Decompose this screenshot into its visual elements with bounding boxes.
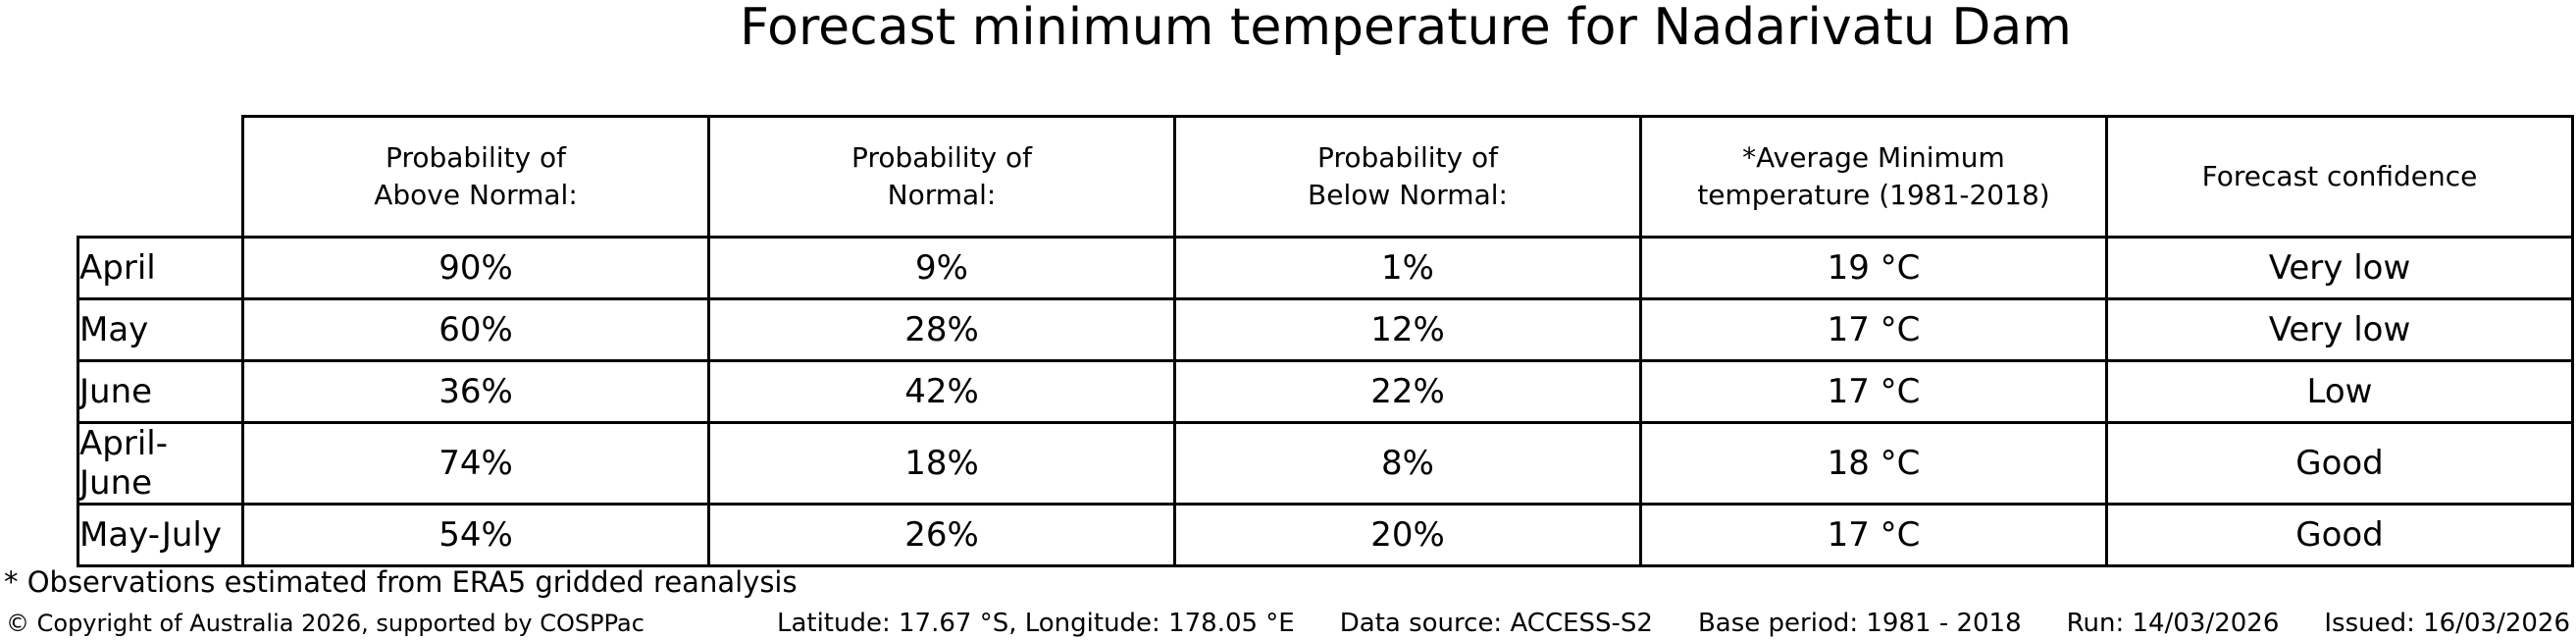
cell-below-normal: 1% bbox=[1173, 236, 1642, 300]
cell-avg-temp: 19 °C bbox=[1639, 236, 2108, 300]
row-label: April-June bbox=[77, 421, 244, 506]
row-label: May bbox=[77, 297, 244, 362]
table-row-june: June 36% 42% 22% 17 °C Low bbox=[77, 359, 2574, 424]
forecast-table: Probability of Above Normal: Probability… bbox=[77, 115, 2574, 567]
cell-above-normal: 90% bbox=[241, 236, 710, 300]
cell-below-normal: 12% bbox=[1173, 297, 1642, 362]
cell-confidence: Very low bbox=[2105, 236, 2574, 300]
col-header-forecast-confidence: Forecast confidence bbox=[2105, 115, 2574, 239]
col-header-average-min-temp: *Average Minimum temperature (1981-2018) bbox=[1639, 115, 2108, 239]
cell-avg-temp: 18 °C bbox=[1639, 421, 2108, 506]
col-header-normal: Probability of Normal: bbox=[707, 115, 1176, 239]
cell-confidence: Good bbox=[2105, 421, 2574, 506]
corner-cell bbox=[78, 117, 243, 238]
table-header-row: Probability of Above Normal: Probability… bbox=[78, 115, 2574, 239]
col-header-above-normal: Probability of Above Normal: bbox=[241, 115, 710, 239]
cell-below-normal: 20% bbox=[1173, 503, 1642, 567]
cell-normal: 42% bbox=[707, 359, 1176, 424]
cell-above-normal: 54% bbox=[241, 503, 710, 567]
cell-above-normal: 60% bbox=[241, 297, 710, 362]
issued-date-text: Issued: 16/03/2026 bbox=[2324, 609, 2570, 638]
row-label: May-July bbox=[77, 503, 244, 567]
copyright-text: © Copyright of Australia 2026, supported… bbox=[6, 610, 644, 637]
table-row-april: April 90% 9% 1% 19 °C Very low bbox=[77, 236, 2574, 300]
cell-below-normal: 22% bbox=[1173, 359, 1642, 424]
run-date-text: Run: 14/03/2026 bbox=[2066, 609, 2280, 638]
cell-normal: 26% bbox=[707, 503, 1176, 567]
footer-bar: © Copyright of Australia 2026, supported… bbox=[0, 609, 2576, 638]
table-row-may: May 60% 28% 12% 17 °C Very low bbox=[77, 297, 2574, 362]
cell-normal: 28% bbox=[707, 297, 1176, 362]
cell-above-normal: 74% bbox=[241, 421, 710, 506]
cell-below-normal: 8% bbox=[1173, 421, 1642, 506]
data-source-text: Data source: ACCESS-S2 bbox=[1339, 609, 1653, 638]
cell-above-normal: 36% bbox=[241, 359, 710, 424]
table-row-april-june: April-June 74% 18% 8% 18 °C Good bbox=[77, 421, 2574, 506]
col-header-below-normal: Probability of Below Normal: bbox=[1173, 115, 1642, 239]
cell-confidence: Very low bbox=[2105, 297, 2574, 362]
cell-avg-temp: 17 °C bbox=[1639, 297, 2108, 362]
base-period-text: Base period: 1981 - 2018 bbox=[1697, 609, 2022, 638]
cell-avg-temp: 17 °C bbox=[1639, 503, 2108, 567]
cell-avg-temp: 17 °C bbox=[1639, 359, 2108, 424]
table-row-may-july: May-July 54% 26% 20% 17 °C Good bbox=[77, 503, 2574, 567]
cell-normal: 9% bbox=[707, 236, 1176, 300]
figure-title: Forecast minimum temperature for Nadariv… bbox=[740, 0, 2072, 57]
observations-footnote: * Observations estimated from ERA5 gridd… bbox=[4, 565, 798, 599]
location-text: Latitude: 17.67 °S, Longitude: 178.05 °E bbox=[776, 609, 1295, 638]
row-label: April bbox=[77, 236, 244, 300]
cell-confidence: Good bbox=[2105, 503, 2574, 567]
cell-normal: 18% bbox=[707, 421, 1176, 506]
row-label: June bbox=[77, 359, 244, 424]
cell-confidence: Low bbox=[2105, 359, 2574, 424]
